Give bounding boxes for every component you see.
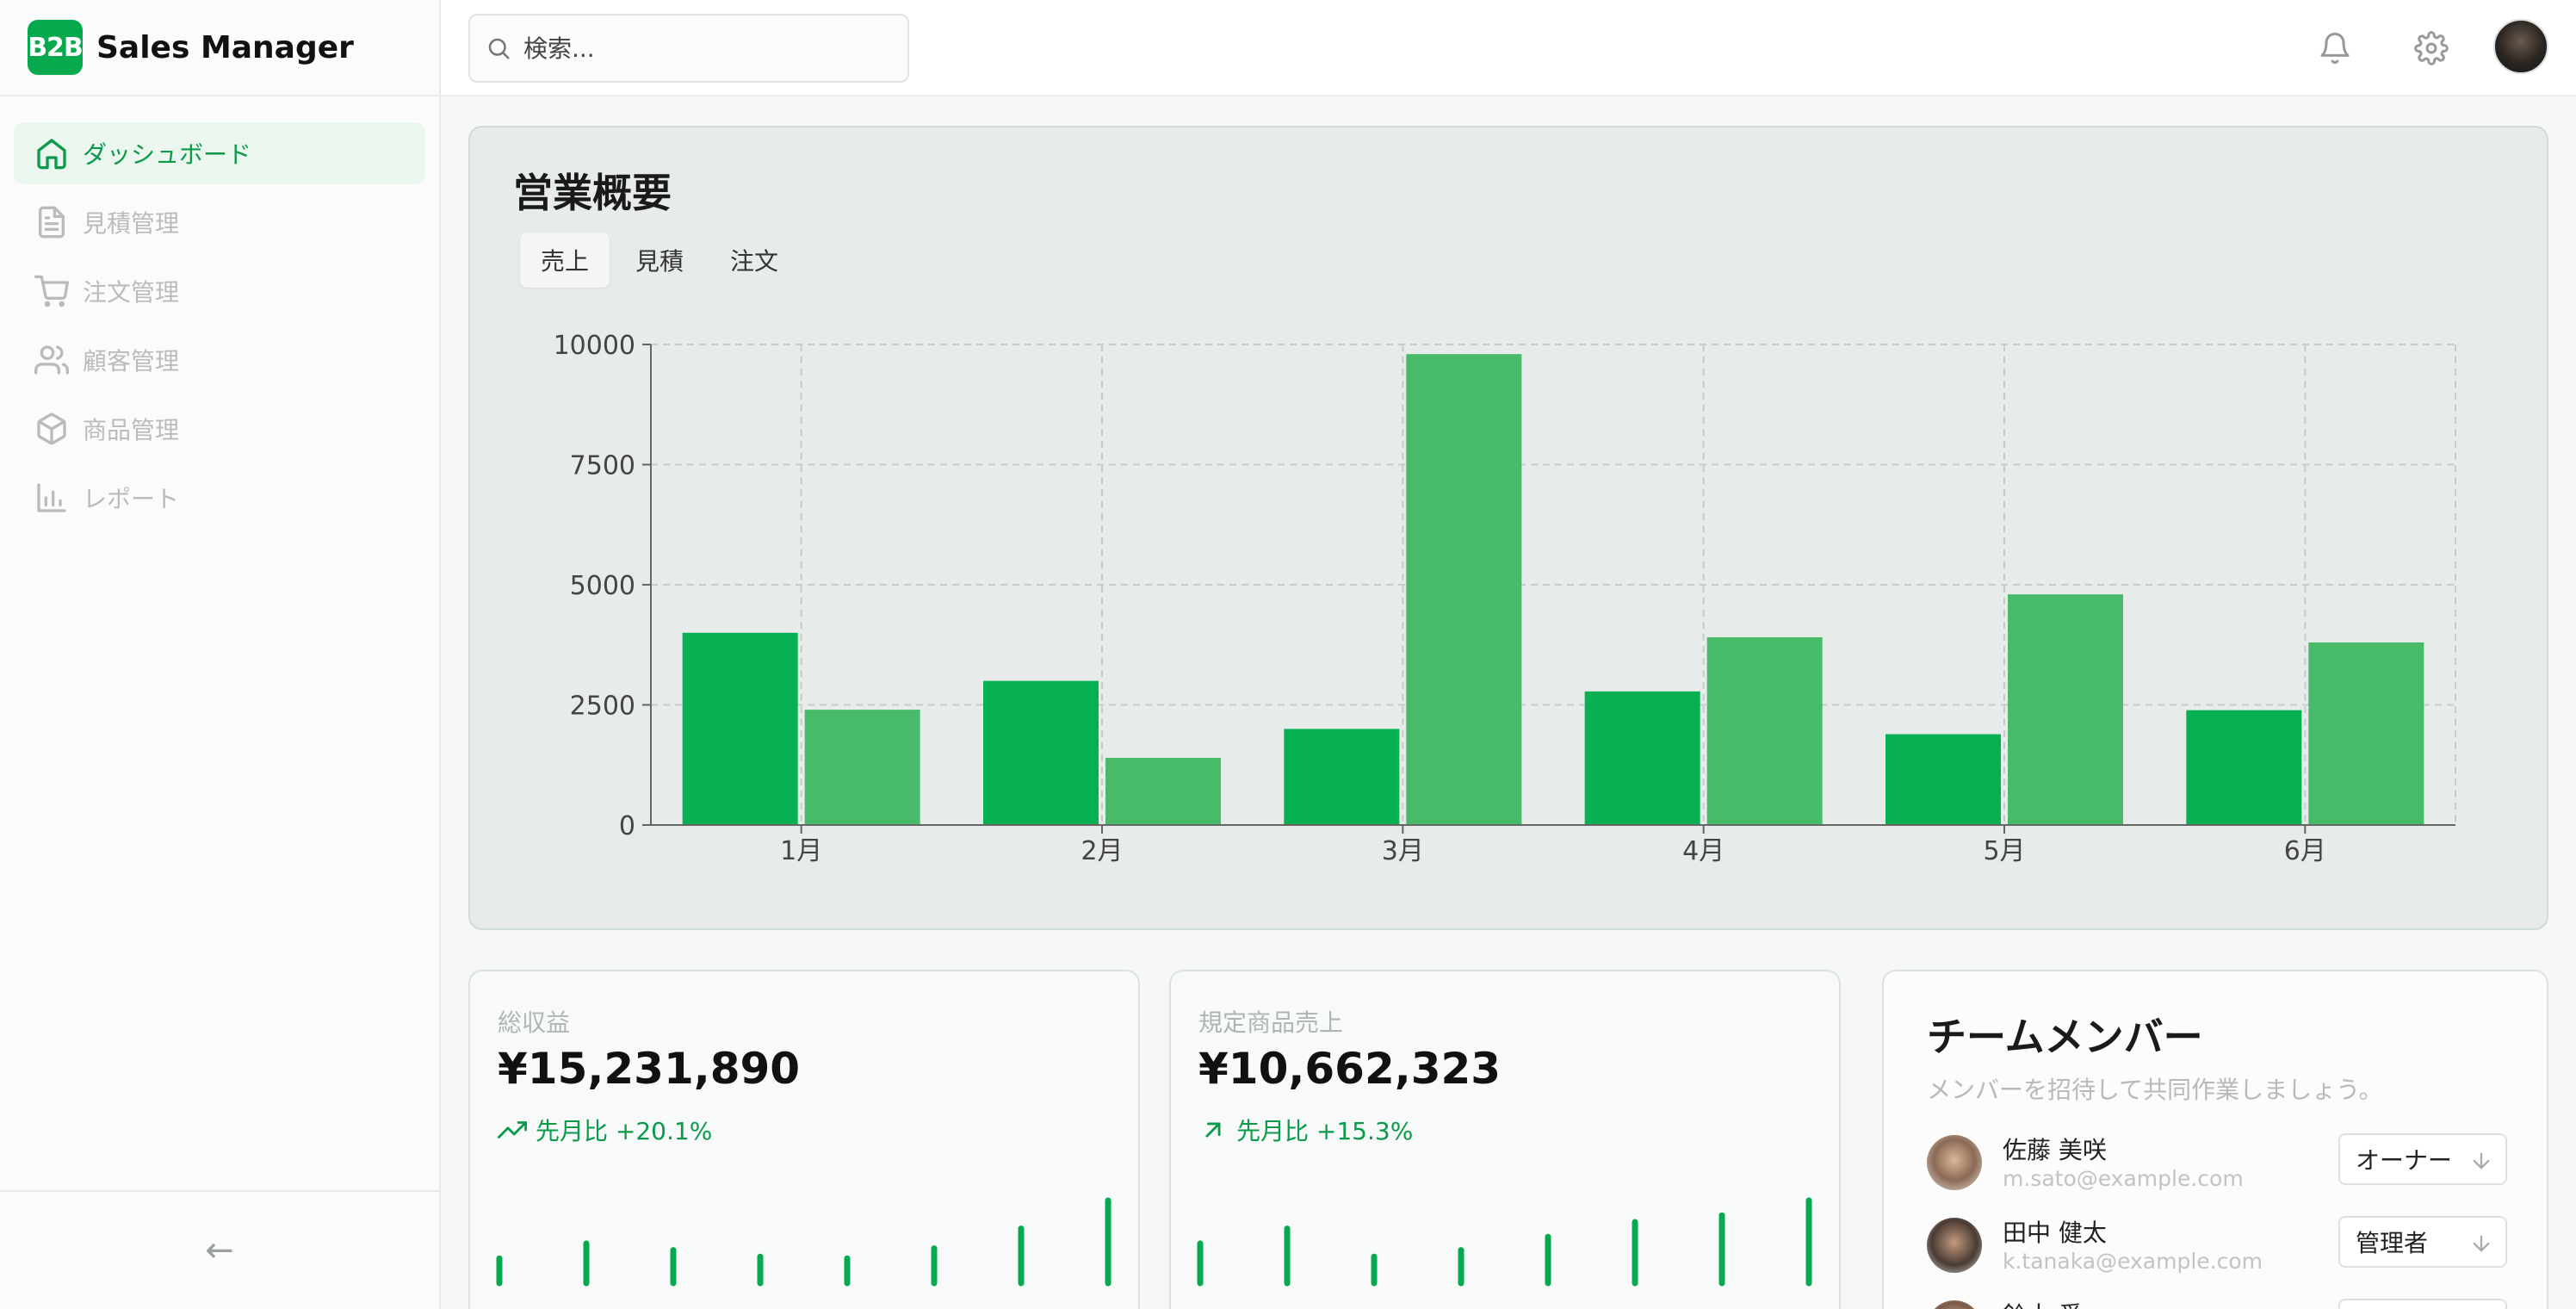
stat-delta: 先月比 +15.3% xyxy=(1198,1113,1413,1147)
team-member-row: 佐藤 美咲 m.sato@example.com オーナー xyxy=(1927,1132,2530,1200)
bar-series-2 xyxy=(1406,354,1522,825)
app-logo[interactable]: B2B xyxy=(28,20,84,75)
bar-series-2 xyxy=(2008,594,2123,825)
sidebar-item-label: レポート xyxy=(83,485,180,513)
role-select[interactable]: オーナー xyxy=(2338,1133,2507,1185)
document-icon xyxy=(39,206,65,239)
member-email: m.sato@example.com xyxy=(2003,1166,2244,1191)
tab-quotes[interactable]: 見積 xyxy=(635,247,684,276)
member-avatar xyxy=(1927,1300,1982,1309)
search-box[interactable] xyxy=(468,14,909,83)
stat-delta: 先月比 +20.1% xyxy=(498,1113,712,1147)
member-name: 田中 健太 xyxy=(2003,1219,2107,1247)
gear-icon[interactable] xyxy=(2414,31,2449,65)
sidebar-item-label: 注文管理 xyxy=(83,278,180,307)
team-subtitle: メンバーを招待して共同作業しましょう。 xyxy=(1927,1076,2383,1104)
app-name: Sales Manager xyxy=(96,29,354,65)
stat-delta-text: 先月比 +15.3% xyxy=(1236,1117,1414,1145)
sidebar-item-quotes[interactable]: 見積管理 xyxy=(14,191,425,253)
stat-card-product-sales: 規定商品売上 ¥10,662,323 先月比 +15.3% xyxy=(1169,970,1841,1309)
bar-series-2 xyxy=(804,710,920,825)
sidebar-item-products[interactable]: 商品管理 xyxy=(14,398,425,460)
tab-orders[interactable]: 注文 xyxy=(730,247,779,276)
sidebar-item-label: 見積管理 xyxy=(83,209,180,238)
cart-icon xyxy=(34,275,69,307)
sparkline-chart xyxy=(496,1197,1112,1287)
y-tick-label: 0 xyxy=(619,811,635,841)
stat-label: 規定商品売上 xyxy=(1198,1008,1344,1037)
logo-row: B2B Sales Manager xyxy=(0,0,439,96)
search-input[interactable] xyxy=(523,34,885,63)
collapse-sidebar-button[interactable]: ← xyxy=(0,1190,439,1309)
stat-value: ¥10,662,323 xyxy=(1198,1044,1502,1094)
bar-series-2 xyxy=(1105,757,1221,825)
y-tick-label: 7500 xyxy=(570,451,635,481)
sidebar-item-dashboard[interactable]: ダッシュボード xyxy=(14,122,425,184)
member-avatar xyxy=(1927,1218,1982,1273)
x-tick-label: 3月 xyxy=(1382,836,1424,866)
users-icon xyxy=(34,345,69,375)
y-tick-label: 2500 xyxy=(570,692,635,722)
sidebar-item-orders[interactable]: 注文管理 xyxy=(14,260,425,322)
bar-series-2 xyxy=(1706,636,1823,825)
x-tick-label: 2月 xyxy=(1081,836,1123,866)
role-select-value: 管理者 xyxy=(2356,1229,2429,1257)
bar-chart-icon xyxy=(37,483,66,512)
member-email: k.tanaka@example.com xyxy=(2003,1249,2263,1274)
team-member-row: 田中 健太 k.tanaka@example.com 管理者 xyxy=(1927,1214,2530,1283)
stat-delta-text: 先月比 +20.1% xyxy=(536,1117,713,1145)
stat-card-total-revenue: 総収益 ¥15,231,890 先月比 +20.1% xyxy=(468,970,1140,1309)
trending-up-icon xyxy=(498,1121,527,1138)
overview-title: 営業概要 xyxy=(513,170,672,216)
sidebar-item-reports[interactable]: レポート xyxy=(14,467,425,529)
x-tick-label: 4月 xyxy=(1682,836,1725,866)
team-members-card: チームメンバー メンバーを招待して共同作業しましょう。 佐藤 美咲 m.sato… xyxy=(1882,970,2548,1309)
sidebar: B2B Sales Manager ダッシュボード 見積管理 注文管理 顧客管理… xyxy=(0,0,441,1309)
y-tick-label: 5000 xyxy=(570,571,635,601)
sidebar-item-label: ダッシュボード xyxy=(83,140,252,169)
bar-series-1 xyxy=(2186,710,2302,825)
role-select[interactable]: 管理者 xyxy=(2338,1216,2507,1268)
sparkline-chart xyxy=(1197,1197,1812,1287)
bar-series-1 xyxy=(983,680,1099,825)
sidebar-item-label: 顧客管理 xyxy=(83,347,180,375)
top-bar xyxy=(441,0,2576,96)
sales-overview-card: 営業概要 売上 見積 注文 0 2500 5000 7500 10000 1月 2月 3月 4月… xyxy=(468,126,2548,930)
member-name: 鈴木 愛 xyxy=(2003,1297,2083,1309)
search-icon xyxy=(488,38,510,59)
bell-icon[interactable] xyxy=(2318,31,2352,65)
bar-series-2 xyxy=(2308,642,2424,825)
sidebar-item-label: 商品管理 xyxy=(83,416,180,444)
bar-series-1 xyxy=(1284,729,1400,825)
role-select-value: オーナー xyxy=(2356,1146,2453,1175)
y-tick-label: 10000 xyxy=(554,331,635,361)
arrow-down-icon xyxy=(2473,1235,2490,1252)
arrow-up-right-icon xyxy=(1205,1122,1221,1138)
team-member-row: 鈴木 愛 xyxy=(1927,1297,2530,1309)
role-select[interactable] xyxy=(2338,1299,2507,1309)
arrow-down-icon xyxy=(2473,1152,2490,1169)
sales-bar-chart: 0 2500 5000 7500 10000 1月 2月 3月 4月 5月 6月 xyxy=(554,331,2456,866)
tab-sales[interactable]: 売上 xyxy=(520,233,610,288)
stat-value: ¥15,231,890 xyxy=(498,1044,801,1094)
team-title: チームメンバー xyxy=(1927,1014,2203,1060)
user-avatar[interactable] xyxy=(2493,19,2548,74)
member-name: 佐藤 美咲 xyxy=(2003,1136,2107,1164)
bar-series-1 xyxy=(1886,734,2001,825)
member-avatar xyxy=(1927,1135,1982,1190)
overview-tabs: 売上 見積 注文 xyxy=(520,233,799,288)
bar-series-1 xyxy=(682,632,798,825)
sidebar-item-customers[interactable]: 顧客管理 xyxy=(14,329,425,391)
x-tick-label: 6月 xyxy=(2284,836,2326,866)
sidebar-nav: ダッシュボード 見積管理 注文管理 顧客管理 商品管理 レポート xyxy=(0,96,439,561)
home-icon xyxy=(37,139,66,170)
package-icon xyxy=(37,413,66,445)
bar-series-1 xyxy=(1584,691,1700,825)
x-tick-label: 1月 xyxy=(780,836,822,866)
stat-label: 総収益 xyxy=(498,1008,571,1037)
x-tick-label: 5月 xyxy=(1983,836,2025,866)
